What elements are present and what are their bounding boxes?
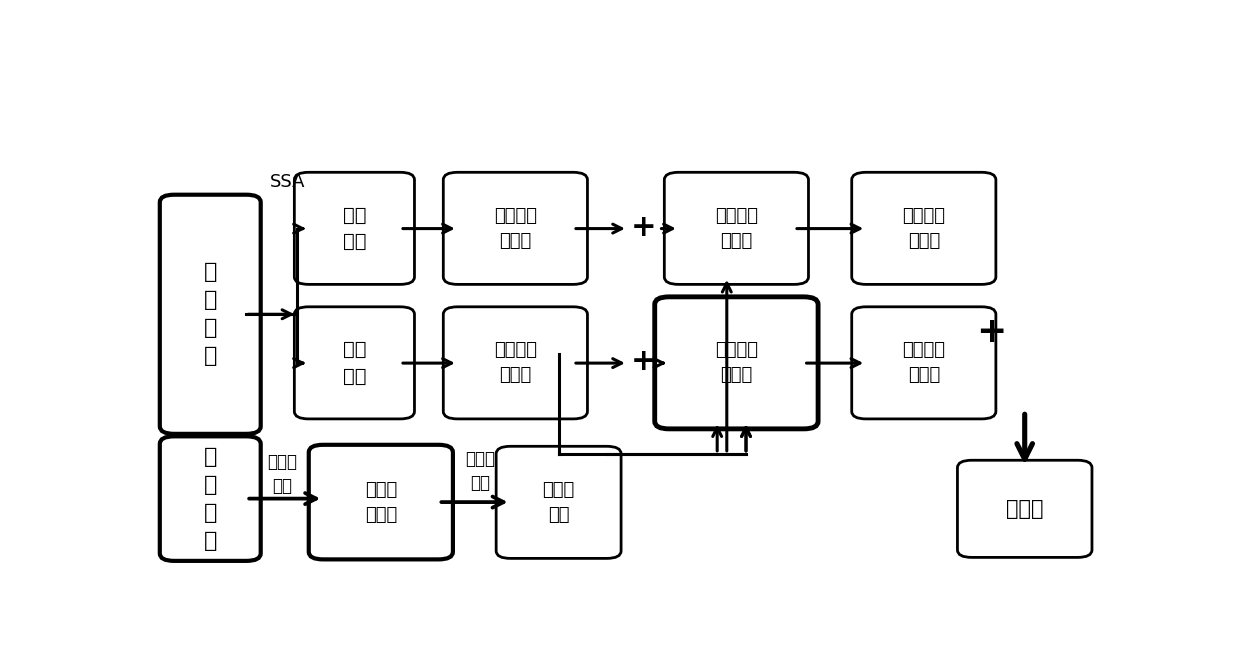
Text: 预测值: 预测值 (1006, 499, 1043, 519)
FancyBboxPatch shape (444, 307, 588, 419)
Text: 低频序列
基准值: 低频序列 基准值 (494, 207, 537, 250)
FancyBboxPatch shape (294, 172, 414, 285)
Text: 低频序列
预测值: 低频序列 预测值 (903, 207, 945, 250)
Text: 高频序列
修正值: 高频序列 修正值 (715, 342, 758, 384)
Text: SSA: SSA (270, 173, 305, 192)
Text: +: + (976, 314, 1006, 349)
FancyBboxPatch shape (309, 444, 453, 560)
FancyBboxPatch shape (852, 172, 996, 285)
Text: 相关性
分析: 相关性 分析 (267, 453, 296, 494)
FancyBboxPatch shape (655, 297, 818, 429)
Text: 高频序列
预测值: 高频序列 预测值 (903, 342, 945, 384)
Text: 光
伏
序
列: 光 伏 序 列 (203, 262, 217, 366)
Text: 低频序列
修正值: 低频序列 修正值 (715, 207, 758, 250)
Text: 高频序列
基准值: 高频序列 基准值 (494, 342, 537, 384)
Text: 灵敏度
分析: 灵敏度 分析 (465, 450, 495, 492)
FancyBboxPatch shape (160, 436, 260, 561)
Text: 高频
序列: 高频 序列 (342, 340, 366, 386)
Text: 气
象
序
列: 气 象 序 列 (203, 446, 217, 551)
Text: 低频
序列: 低频 序列 (342, 206, 366, 251)
FancyBboxPatch shape (496, 446, 621, 558)
Text: 灵敏度
区间: 灵敏度 区间 (542, 481, 575, 524)
FancyBboxPatch shape (160, 195, 260, 434)
Text: 主要气
象因素: 主要气 象因素 (365, 481, 397, 523)
FancyBboxPatch shape (852, 307, 996, 419)
FancyBboxPatch shape (665, 172, 808, 285)
Text: +: + (630, 213, 656, 241)
FancyBboxPatch shape (957, 460, 1092, 558)
FancyBboxPatch shape (444, 172, 588, 285)
FancyBboxPatch shape (294, 307, 414, 419)
Text: +: + (630, 347, 656, 376)
